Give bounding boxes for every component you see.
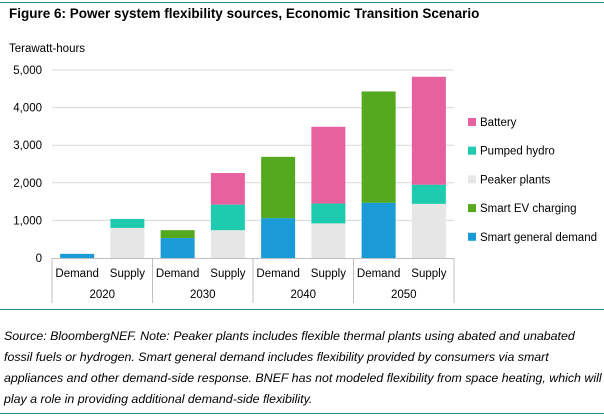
y-axis-ticks: 0 1,000 2,000 3,000 4,000 5,000 [13, 65, 42, 265]
bar-segment-smart-general-demand [261, 218, 296, 258]
x-category-label: Demand [256, 268, 299, 280]
bar-segment-pumped-hydro [311, 203, 346, 224]
separator-rule [0, 309, 604, 310]
y-tick-label: 5,000 [13, 65, 42, 77]
bar-segment-battery [411, 76, 446, 185]
bar-segment-battery [210, 173, 245, 205]
bar-segment-peaker-plants [110, 227, 145, 258]
legend-swatch-smart-ev-charging [468, 204, 476, 213]
bar-segment-smart-ev-charging [160, 230, 195, 239]
y-tick-label: 3,000 [13, 140, 42, 152]
bar-segment-smart-ev-charging [261, 156, 296, 219]
x-group-label: 2030 [190, 289, 216, 301]
legend-label-pumped-hydro: Pumped hydro [480, 146, 555, 158]
x-category-label: Supply [110, 268, 145, 280]
x-category-label: Supply [210, 268, 245, 280]
bar-segment-pumped-hydro [411, 184, 446, 204]
y-tick-label: 0 [36, 253, 42, 265]
legend-label-battery: Battery [480, 117, 517, 129]
x-axis: Demand Supply Demand Supply Demand Supply Dema… [51, 258, 455, 303]
legend-swatch-peaker-plants [468, 175, 476, 184]
legend-label-smart-ev-charging: Smart EV charging [480, 203, 577, 215]
bar-segment-peaker-plants [210, 230, 245, 258]
source-note: Source: BloombergNEF. Note: Peaker plant… [4, 329, 602, 406]
x-category-label: Demand [156, 268, 199, 280]
legend: Battery Pumped hydro Peaker plants Smart EV… [468, 117, 597, 244]
y-axis-units-label: Terawatt-hours [9, 43, 86, 55]
bar-segment-battery [311, 126, 346, 204]
legend-swatch-battery [468, 118, 476, 126]
y-tick-label: 1,000 [13, 215, 42, 227]
y-tick-label: 2,000 [13, 178, 42, 190]
bottom-rule [0, 413, 604, 414]
x-category-label: Supply [411, 268, 446, 280]
bar-segment-smart-general-demand [60, 253, 95, 258]
bar-segment-peaker-plants [311, 223, 346, 258]
bar-segment-pumped-hydro [110, 218, 145, 228]
top-rule [0, 2, 604, 3]
y-tick-label: 4,000 [13, 103, 42, 115]
x-category-label: Demand [357, 268, 400, 280]
x-category-label: Supply [311, 268, 346, 280]
x-group-label: 2020 [89, 289, 115, 301]
bar-segment-smart-ev-charging [361, 91, 396, 203]
legend-swatch-pumped-hydro [468, 146, 476, 155]
legend-swatch-smart-general-demand [468, 232, 476, 241]
bar-segment-smart-general-demand [361, 202, 396, 258]
bars [60, 76, 446, 258]
chart-title: Figure 6: Power system flexibility sourc… [9, 6, 480, 21]
legend-label-peaker-plants: Peaker plants [480, 174, 551, 186]
x-group-label: 2040 [290, 289, 316, 301]
legend-label-smart-general-demand: Smart general demand [480, 232, 597, 244]
x-group-label: 2050 [391, 289, 417, 301]
x-category-label: Demand [55, 268, 98, 280]
bar-segment-peaker-plants [411, 203, 446, 258]
bar-segment-smart-general-demand [160, 238, 195, 258]
bar-segment-pumped-hydro [210, 204, 245, 231]
